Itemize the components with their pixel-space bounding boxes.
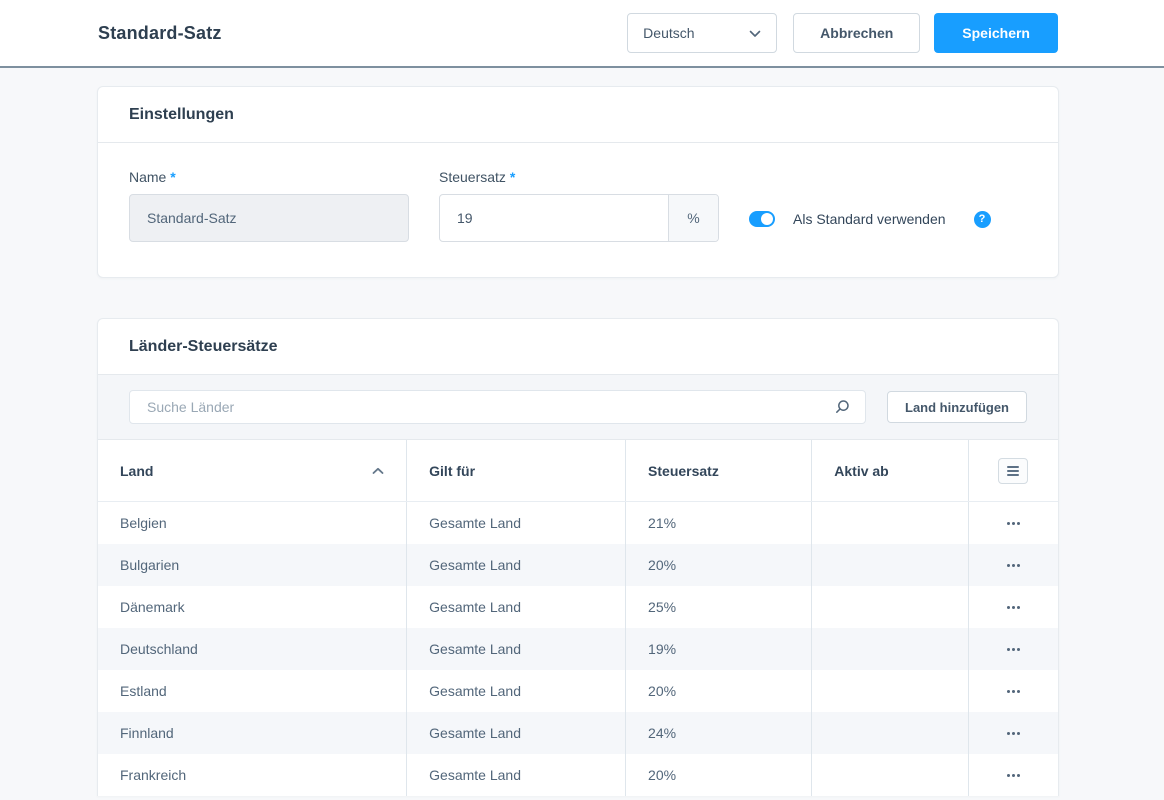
settings-card-header: Einstellungen [98, 87, 1058, 143]
cell-land: Belgien [120, 515, 167, 531]
cell-gilt-fuer: Gesamte Land [429, 767, 521, 783]
table-row: Deutschland Gesamte Land 19% [98, 628, 1058, 670]
table-row: Estland Gesamte Land 20% [98, 670, 1058, 712]
page-title: Standard-Satz [98, 22, 222, 43]
context-menu-icon[interactable] [1001, 598, 1026, 617]
page-content: Einstellungen Name * Standard-Satz Steue… [0, 68, 1164, 796]
table-row: Finnland Gesamte Land 24% [98, 712, 1058, 754]
name-field-label: Name * [129, 169, 409, 185]
cell-land: Frankreich [120, 767, 187, 783]
cell-steuersatz: 24% [648, 725, 677, 741]
name-field: Standard-Satz [129, 194, 409, 242]
country-search-input[interactable] [129, 390, 867, 424]
required-asterisk: * [170, 169, 176, 185]
countries-card-header: Länder-Steuersätze [98, 319, 1058, 375]
language-select-value: Deutsch [643, 25, 695, 41]
context-menu-icon[interactable] [1001, 766, 1026, 785]
tax-rate-field: % [439, 194, 719, 242]
percent-suffix: % [668, 195, 718, 241]
cell-steuersatz: 21% [648, 515, 677, 531]
countries-table: Land Gilt für Steuersatz Aktiv ab [98, 440, 1058, 796]
column-label: Gilt für [429, 462, 476, 479]
settings-card: Einstellungen Name * Standard-Satz Steue… [97, 86, 1059, 278]
column-header-aktiv-ab[interactable]: Aktiv ab [811, 440, 967, 501]
cell-steuersatz: 20% [648, 767, 677, 783]
save-button[interactable]: Speichern [934, 13, 1058, 53]
countries-card-title: Länder-Steuersätze [129, 337, 278, 355]
cell-land: Finnland [120, 725, 174, 741]
default-toggle-row: Als Standard verwenden ? [749, 210, 991, 228]
help-icon[interactable]: ? [973, 210, 991, 228]
context-menu-icon[interactable] [1001, 724, 1026, 743]
table-row: Belgien Gesamte Land 21% [98, 502, 1058, 544]
cell-gilt-fuer: Gesamte Land [429, 599, 521, 615]
column-header-gilt-fuer[interactable]: Gilt für [406, 440, 625, 501]
settings-card-body: Name * Standard-Satz Steuersatz * % [98, 143, 1058, 277]
smart-bar: Standard-Satz Deutsch Abbrechen Speicher… [0, 0, 1164, 68]
context-menu-icon[interactable] [1001, 682, 1026, 701]
tax-rate-input[interactable] [440, 195, 668, 241]
cell-steuersatz: 19% [648, 641, 677, 657]
countries-card: Länder-Steuersätze Land hinzufügen Land [97, 318, 1059, 796]
table-header-row: Land Gilt für Steuersatz Aktiv ab [98, 440, 1058, 502]
column-label: Steuersatz [648, 462, 719, 479]
cell-land: Estland [120, 683, 167, 699]
context-menu-icon[interactable] [1001, 514, 1026, 533]
chevron-down-icon [749, 25, 761, 41]
column-label: Land [120, 462, 154, 479]
cell-steuersatz: 20% [648, 557, 677, 573]
sort-ascending-icon [372, 467, 384, 475]
table-row: Frankreich Gesamte Land 20% [98, 754, 1058, 796]
tax-rate-field-label: Steuersatz * [439, 169, 719, 185]
cell-land: Bulgarien [120, 557, 180, 573]
cell-steuersatz: 25% [648, 599, 677, 615]
cell-steuersatz: 20% [648, 683, 677, 699]
default-toggle-label: Als Standard verwenden [793, 211, 946, 227]
cell-gilt-fuer: Gesamte Land [429, 683, 521, 699]
table-row: Bulgarien Gesamte Land 20% [98, 544, 1058, 586]
required-asterisk: * [509, 169, 516, 185]
add-country-button[interactable]: Land hinzufügen [887, 391, 1027, 423]
cell-land: Dänemark [120, 599, 185, 615]
countries-toolbar: Land hinzufügen [98, 375, 1058, 440]
country-search [129, 390, 867, 424]
cell-gilt-fuer: Gesamte Land [429, 641, 521, 657]
name-field-group: Name * Standard-Satz [129, 169, 409, 242]
grid-settings-icon[interactable] [998, 457, 1029, 484]
column-label: Aktiv ab [834, 462, 889, 479]
table-body: Belgien Gesamte Land 21% Bulgarien Gesam… [98, 502, 1058, 796]
context-menu-icon[interactable] [1001, 640, 1026, 659]
table-row: Dänemark Gesamte Land 25% [98, 586, 1058, 628]
column-header-land[interactable]: Land [98, 440, 406, 501]
cell-gilt-fuer: Gesamte Land [429, 515, 521, 531]
settings-card-title: Einstellungen [129, 105, 234, 123]
toggle-knob-icon [761, 213, 773, 225]
default-toggle[interactable] [749, 211, 775, 227]
cell-gilt-fuer: Gesamte Land [429, 557, 521, 573]
cell-gilt-fuer: Gesamte Land [429, 725, 521, 741]
name-field-value: Standard-Satz [147, 210, 237, 226]
cell-land: Deutschland [120, 641, 198, 657]
column-header-steuersatz[interactable]: Steuersatz [625, 440, 811, 501]
tax-rate-field-group: Steuersatz * % [439, 169, 719, 242]
tax-rate-label-text: Steuersatz [439, 169, 506, 185]
column-header-actions [967, 440, 1058, 501]
language-select[interactable]: Deutsch [627, 13, 778, 53]
smart-bar-actions: Deutsch Abbrechen Speichern [627, 13, 1058, 53]
name-label-text: Name [129, 169, 167, 185]
context-menu-icon[interactable] [1001, 556, 1026, 575]
cancel-button[interactable]: Abbrechen [793, 13, 921, 53]
